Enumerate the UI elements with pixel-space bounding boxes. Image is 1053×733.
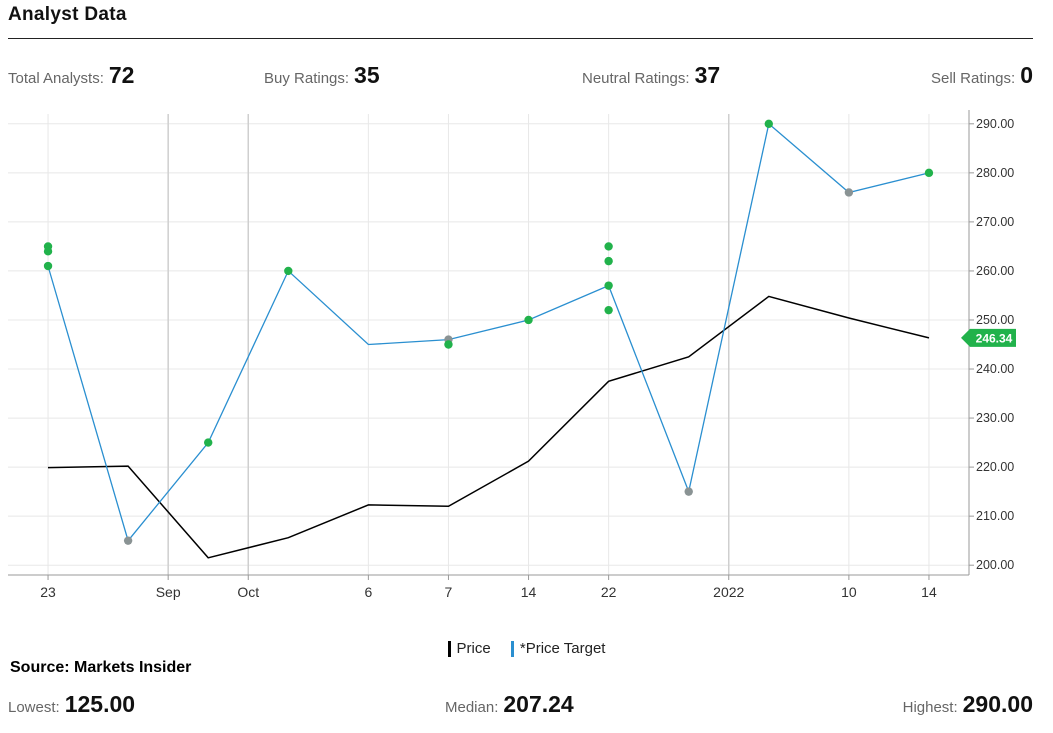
buy-rating-point <box>604 281 613 290</box>
buy-rating-point <box>444 340 453 349</box>
buy-rating-point <box>924 168 934 178</box>
summary-median: Median: 207.24 <box>445 691 574 725</box>
stat-buy-value: 35 <box>354 62 380 88</box>
y-tick-label: 280.00 <box>976 166 1014 180</box>
buy-rating-point <box>764 119 773 129</box>
legend-target-swatch <box>510 640 514 657</box>
buy-rating-point <box>43 261 53 271</box>
price-series-line <box>47 295 930 559</box>
summary-median-label: Median: <box>445 699 499 716</box>
legend-item-target[interactable]: *Price Target <box>510 640 606 657</box>
title-divider <box>8 38 1033 39</box>
y-tick-label: 230.00 <box>976 411 1014 425</box>
stat-total-label: Total Analysts: <box>8 70 104 87</box>
summary-median-value: 207.24 <box>503 691 574 717</box>
summary-lowest: Lowest: 125.00 <box>8 691 135 725</box>
legend-price-label: Price <box>456 640 491 657</box>
neutral-rating-point <box>123 536 133 545</box>
stat-sell-value: 0 <box>1020 62 1033 88</box>
summary-lowest-value: 125.00 <box>64 691 136 717</box>
neutral-rating-point <box>684 487 693 496</box>
legend-item-price[interactable]: Price <box>447 640 491 657</box>
y-tick-label: 250.00 <box>976 313 1014 327</box>
buy-rating-point <box>204 438 213 447</box>
current-price-label: 246.34 <box>976 331 1013 345</box>
x-tick-label: Sep <box>156 584 181 600</box>
stat-sell-ratings: Sell Ratings: 0 <box>931 62 1033 94</box>
y-tick-label: 210.00 <box>976 509 1014 523</box>
buy-rating-point <box>524 315 533 325</box>
current-price-badge <box>961 328 1016 347</box>
x-tick-label: 2022 <box>713 584 744 600</box>
x-tick-label: 14 <box>521 584 537 600</box>
summary-lowest-label: Lowest: <box>8 699 60 716</box>
x-tick-label: 14 <box>921 584 937 600</box>
stat-sell-label: Sell Ratings: <box>930 70 1016 87</box>
x-tick-label: 6 <box>364 584 372 600</box>
y-tick-label: 200.00 <box>976 558 1014 572</box>
x-tick-label: 23 <box>40 584 56 600</box>
analyst-chart: 200.00 210.00 220.00 230.00 240.00 250.00 260.… <box>8 110 1016 600</box>
stat-neutral-label: Neutral Ratings: <box>582 70 690 87</box>
summary-highest: Highest: 290.00 <box>903 691 1033 725</box>
price-target-series-line <box>47 122 930 543</box>
stat-buy-ratings: Buy Ratings: 35 <box>264 62 380 94</box>
y-tick-label: 220.00 <box>976 460 1014 474</box>
summary-highest-value: 290.00 <box>962 691 1033 717</box>
neutral-rating-point <box>844 188 854 197</box>
buy-rating-point <box>284 266 293 276</box>
y-tick-label: 240.00 <box>976 362 1014 376</box>
buy-rating-point <box>43 247 53 256</box>
y-tick-label: 290.00 <box>976 117 1014 131</box>
stat-neutral-ratings: Neutral Ratings: 37 <box>582 62 720 94</box>
page-title: Analyst Data <box>8 4 127 25</box>
legend-price-swatch <box>447 640 451 657</box>
stat-total-value: 72 <box>108 62 135 88</box>
buy-rating-point <box>604 256 613 266</box>
stat-total-analysts: Total Analysts: 72 <box>8 62 134 94</box>
x-tick-label: 10 <box>841 584 857 600</box>
x-tick-label: 7 <box>445 584 453 600</box>
chart-legend: Price *Price Target <box>0 640 1053 661</box>
y-tick-label: 270.00 <box>976 215 1014 229</box>
source-note: Source: Markets Insider <box>10 659 192 676</box>
stat-buy-label: Buy Ratings: <box>264 70 350 87</box>
y-tick-label: 260.00 <box>976 264 1014 278</box>
buy-rating-point <box>604 242 613 251</box>
legend-target-label: *Price Target <box>519 640 606 657</box>
buy-rating-point <box>604 305 613 315</box>
x-tick-label: Oct <box>237 584 259 600</box>
stat-neutral-value: 37 <box>694 62 721 88</box>
x-tick-label: 22 <box>601 584 617 600</box>
summary-highest-label: Highest: <box>902 699 958 716</box>
